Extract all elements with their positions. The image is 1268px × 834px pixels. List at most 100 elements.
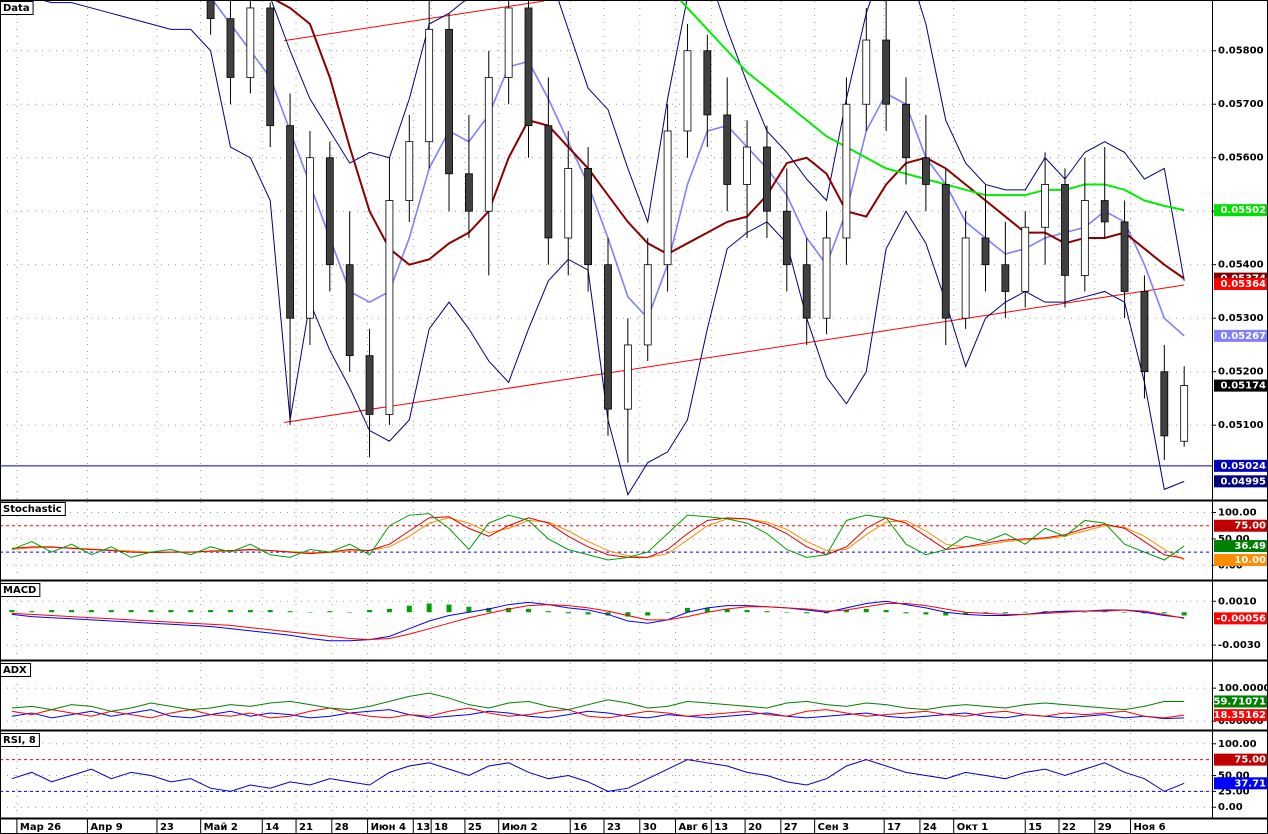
histogram-bar (526, 608, 532, 613)
y-tick-label: 0.05800 (1218, 46, 1264, 57)
x-tick-label: 13 (416, 822, 430, 833)
y-tick-label: 0.00 (1218, 802, 1243, 813)
histogram-bar (446, 604, 452, 613)
x-tick-label: 30 (643, 822, 657, 833)
x-tick-label: Окт 1 (957, 822, 989, 833)
histogram-bar (943, 612, 949, 616)
panel-title: ADX (3, 665, 27, 676)
panel (0, 1, 1212, 499)
x-tick-label: 16 (573, 822, 587, 833)
histogram-bar (466, 606, 472, 613)
candle-body (1120, 221, 1129, 292)
candle-body (1100, 200, 1109, 223)
price-marker-label: 75.00 (1234, 521, 1266, 532)
histogram-bar (645, 612, 651, 616)
y-tick-label: 50.00 (1218, 534, 1250, 545)
histogram-bar (1042, 611, 1048, 613)
histogram-bar (426, 603, 432, 613)
candle-body (981, 237, 990, 266)
candle-body (1001, 264, 1010, 292)
histogram-bar (545, 611, 551, 613)
y-tick-label: 0.05400 (1218, 260, 1264, 271)
price-marker-label: 18.35162 (1213, 710, 1266, 721)
candle-body (365, 355, 374, 415)
price-marker-label: 0.05502 (1220, 205, 1266, 216)
histogram-bar (704, 607, 710, 613)
candle-body (1180, 385, 1189, 442)
panel (0, 502, 1212, 579)
x-tick-label: 15 (1028, 822, 1042, 833)
x-tick-label: 25 (468, 822, 482, 833)
candle-body (246, 7, 255, 78)
histogram-bar (1181, 612, 1187, 616)
candle-body (206, 1, 215, 20)
y-tick-label: 50.00 (1218, 771, 1250, 782)
y-tick-label: 100.00000 (1218, 683, 1268, 694)
candle-body (643, 264, 652, 346)
candle-body (445, 28, 453, 175)
price-marker (1214, 753, 1267, 766)
price-marker-label: 10.00 (1234, 555, 1266, 566)
x-tick-label: 23 (607, 822, 621, 833)
x-tick-label: 24 (923, 822, 937, 833)
x-tick-label: Сен 3 (818, 822, 850, 833)
candle-body (1160, 371, 1169, 437)
histogram-bar (982, 612, 988, 614)
candle-body (842, 103, 851, 239)
candle-body (882, 39, 891, 105)
price-marker (1214, 612, 1267, 625)
indicator-line (679, 1, 1185, 212)
x-tick-label: 29 (1098, 822, 1112, 833)
candle-body (1041, 184, 1050, 228)
y-tick-label: 25.00 (1218, 786, 1250, 797)
price-marker-label: 0.05364 (1220, 279, 1266, 290)
histogram-bar (227, 610, 233, 613)
price-axis (1212, 0, 1268, 834)
x-tick-label: 27 (784, 822, 798, 833)
x-tick-label: 17 (887, 822, 901, 833)
histogram-bar (963, 612, 969, 615)
panel (0, 663, 1212, 729)
price-marker-label: 0.04995 (1220, 476, 1266, 487)
indicator-line (11, 516, 1185, 559)
candle-body (325, 157, 334, 266)
price-marker-label: 0.05024 (1220, 461, 1266, 472)
y-tick-label: -0.0030 (1218, 640, 1261, 651)
histogram-bar (88, 610, 94, 613)
candle-body (703, 50, 712, 116)
price-marker (1214, 777, 1267, 790)
x-tick-label: 28 (335, 822, 349, 833)
histogram-bar (1141, 612, 1147, 614)
histogram-bar (506, 607, 512, 613)
candle-body (405, 141, 414, 201)
trend-line (284, 284, 1185, 424)
x-tick-label: 18 (434, 822, 448, 833)
histogram-bar (1062, 611, 1068, 613)
histogram-bar (406, 605, 412, 613)
indicator-line (11, 513, 1185, 561)
candle-body (266, 7, 275, 127)
histogram-bar (486, 607, 492, 613)
histogram-bar (784, 612, 790, 613)
y-tick-label: 0.05600 (1218, 153, 1264, 164)
histogram-bar (724, 608, 730, 613)
histogram-bar (208, 610, 214, 613)
y-tick-label: 0.05300 (1218, 313, 1264, 324)
histogram-bar (128, 610, 134, 613)
histogram-bar (1002, 612, 1008, 614)
x-tick-label: 21 (299, 822, 313, 833)
indicator-line (11, 600, 1185, 642)
candle-body (504, 7, 513, 78)
histogram-bar (1161, 612, 1167, 614)
histogram-bar (1102, 611, 1108, 613)
candle-body (1080, 200, 1089, 276)
candle-body (822, 237, 831, 319)
histogram-bar (903, 612, 909, 614)
candle-body (544, 125, 553, 239)
indicator-line (275, 1, 1185, 280)
histogram-bar (307, 612, 313, 613)
x-tick-label: 22 (1062, 822, 1076, 833)
histogram-bar (1122, 612, 1128, 613)
